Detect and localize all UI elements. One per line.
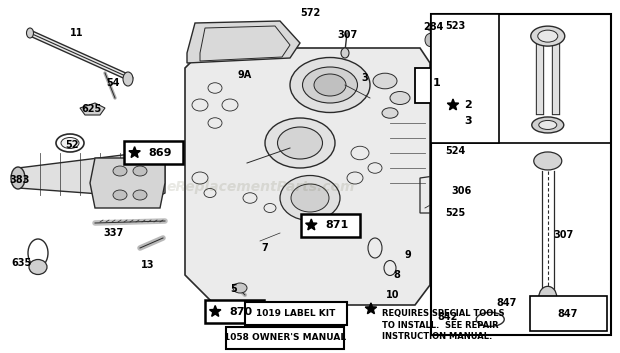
Text: 869: 869 xyxy=(149,148,172,158)
Ellipse shape xyxy=(280,175,340,221)
Text: 383: 383 xyxy=(10,175,30,185)
Ellipse shape xyxy=(11,167,25,189)
Ellipse shape xyxy=(534,152,562,170)
Text: 3: 3 xyxy=(464,116,472,126)
Text: 1058 OWNER'S MANUAL: 1058 OWNER'S MANUAL xyxy=(224,334,346,342)
Text: 11: 11 xyxy=(70,28,84,38)
Bar xyxy=(431,14,611,335)
Ellipse shape xyxy=(113,166,127,176)
Ellipse shape xyxy=(27,28,33,38)
Text: 870: 870 xyxy=(229,306,253,317)
Text: 306: 306 xyxy=(452,186,472,196)
Text: 3: 3 xyxy=(361,73,368,83)
Polygon shape xyxy=(90,158,165,208)
Text: 9A: 9A xyxy=(238,70,252,80)
Ellipse shape xyxy=(531,26,565,46)
Bar xyxy=(415,68,460,103)
Bar xyxy=(124,141,183,164)
Ellipse shape xyxy=(133,190,147,200)
Bar xyxy=(245,302,347,325)
Text: 625: 625 xyxy=(82,104,102,114)
Text: eReplacementParts.com: eReplacementParts.com xyxy=(166,180,355,194)
Ellipse shape xyxy=(113,190,127,200)
Text: 307: 307 xyxy=(337,30,357,40)
Ellipse shape xyxy=(61,138,79,149)
Polygon shape xyxy=(210,306,221,316)
Ellipse shape xyxy=(427,25,433,30)
Ellipse shape xyxy=(539,120,557,130)
Bar xyxy=(529,296,607,331)
Text: 1019 LABEL KIT: 1019 LABEL KIT xyxy=(256,309,336,318)
Text: 572: 572 xyxy=(300,8,320,18)
Ellipse shape xyxy=(290,58,370,113)
Polygon shape xyxy=(129,147,140,157)
Ellipse shape xyxy=(425,34,435,47)
Text: 5: 5 xyxy=(231,284,237,294)
Ellipse shape xyxy=(233,283,247,293)
Bar xyxy=(443,88,501,138)
Polygon shape xyxy=(187,21,300,63)
Text: 10: 10 xyxy=(386,290,400,300)
Text: 1: 1 xyxy=(433,78,441,88)
Ellipse shape xyxy=(532,117,564,133)
Ellipse shape xyxy=(382,108,398,118)
Polygon shape xyxy=(365,303,376,314)
Ellipse shape xyxy=(303,67,358,103)
Polygon shape xyxy=(447,99,459,110)
Text: 9: 9 xyxy=(405,250,412,260)
Bar xyxy=(431,14,499,143)
Ellipse shape xyxy=(373,73,397,89)
Bar xyxy=(205,300,264,323)
Ellipse shape xyxy=(265,118,335,168)
Text: 337: 337 xyxy=(103,228,123,238)
Polygon shape xyxy=(185,48,430,305)
Text: 842: 842 xyxy=(437,312,458,322)
Ellipse shape xyxy=(539,286,557,309)
Bar xyxy=(301,214,360,237)
Text: 307: 307 xyxy=(553,230,573,240)
Ellipse shape xyxy=(341,48,349,58)
Text: 52: 52 xyxy=(65,140,79,150)
Text: 525: 525 xyxy=(445,208,465,218)
Text: 7: 7 xyxy=(262,243,268,253)
Polygon shape xyxy=(80,103,105,115)
Text: REQUIRES SPECIAL TOOLS
TO INSTALL.  SEE REPAIR
INSTRUCTION MANUAL.: REQUIRES SPECIAL TOOLS TO INSTALL. SEE R… xyxy=(382,309,505,341)
Ellipse shape xyxy=(314,74,346,96)
Text: 54: 54 xyxy=(106,78,120,88)
Text: 847: 847 xyxy=(497,298,517,308)
Text: 847: 847 xyxy=(557,309,578,319)
Text: 8: 8 xyxy=(394,270,401,280)
Ellipse shape xyxy=(291,184,329,212)
Ellipse shape xyxy=(123,72,133,86)
Bar xyxy=(226,327,344,349)
Text: 635: 635 xyxy=(12,258,32,268)
Text: 2: 2 xyxy=(464,100,472,110)
Polygon shape xyxy=(306,219,317,230)
Text: 13: 13 xyxy=(141,260,155,270)
Ellipse shape xyxy=(29,259,47,275)
Ellipse shape xyxy=(538,30,558,42)
Text: 524: 524 xyxy=(445,146,465,156)
Text: 523: 523 xyxy=(445,21,465,31)
Ellipse shape xyxy=(133,166,147,176)
Text: 871: 871 xyxy=(326,220,349,230)
Ellipse shape xyxy=(390,91,410,104)
Text: 284: 284 xyxy=(423,22,443,32)
Polygon shape xyxy=(18,151,165,198)
Ellipse shape xyxy=(278,127,322,159)
